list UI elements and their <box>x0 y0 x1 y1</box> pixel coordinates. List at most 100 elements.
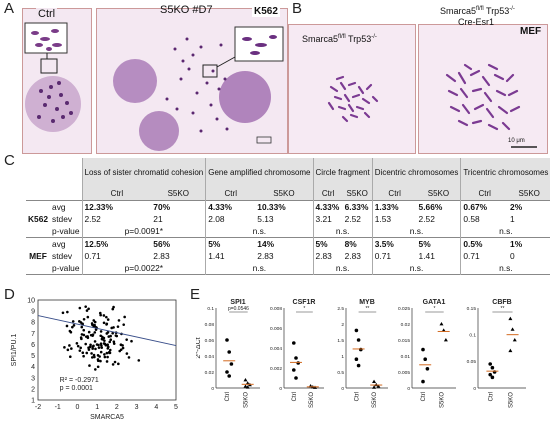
data-point <box>82 317 86 321</box>
group-label: S5KO <box>309 392 315 408</box>
r2-annotation: R² = -0.2971 <box>60 377 99 384</box>
data-point <box>108 351 112 355</box>
mef-control-image <box>289 25 415 153</box>
y-tick-label: 0.002 <box>270 366 282 372</box>
p-value-label: ** <box>501 306 505 312</box>
pvalue-cell: n.s. <box>371 262 461 275</box>
data-point <box>94 347 97 351</box>
data-point <box>68 344 71 347</box>
subheader-cell: S5KO <box>416 188 461 201</box>
data-point <box>82 328 86 332</box>
mef-ko-image <box>419 25 547 153</box>
genotype-allele2: -/- <box>509 6 515 12</box>
data-point <box>98 311 102 315</box>
data-point <box>111 331 114 335</box>
table-row: K562 avg 12.33% 70% 4.33% 10.33% 4.33% 6.33… <box>26 200 550 224</box>
data-point <box>85 351 89 355</box>
data-point <box>103 353 106 356</box>
y-tick-label: 0.01 <box>401 354 411 360</box>
y-tick-label: 0.08 <box>205 322 215 328</box>
genotype-gene2: Trp53 <box>345 34 372 44</box>
mef-ko-micrograph <box>418 24 548 154</box>
ctrl-label: Ctrl <box>36 8 58 20</box>
table-row: stdev 2.52 21 2.08 5.13 3.21 2.52 1.53 2.52 … <box>26 213 550 225</box>
x-tick-label: -1 <box>55 404 61 411</box>
data-point <box>102 336 106 340</box>
data-point <box>87 330 91 334</box>
subheader-cell: Ctrl <box>460 188 509 201</box>
y-tick-label: 0.02 <box>401 322 411 328</box>
data-point <box>490 375 495 380</box>
y-tick-label: 0.1 <box>207 306 214 312</box>
data-point <box>102 314 106 317</box>
data-point <box>90 352 93 355</box>
y-tick-label: 0.06 <box>205 338 215 344</box>
y-tick-label: 0.004 <box>270 346 282 352</box>
data-point <box>84 342 87 346</box>
pvalue-cell: p=0.0091* <box>81 225 206 238</box>
data-point <box>94 328 98 331</box>
table-cell: 12.5% <box>81 237 152 250</box>
genotype-allele2: -/- <box>371 34 377 40</box>
data-point <box>130 339 133 343</box>
table-cell: 1.33% <box>371 200 417 213</box>
data-point <box>107 335 111 338</box>
table-cell: 2.52 <box>81 213 152 225</box>
data-point <box>508 316 513 321</box>
data-point <box>106 318 110 321</box>
genotype-allele: fl/fl <box>476 6 484 12</box>
table-cell: 10.33% <box>257 202 286 212</box>
mef-control-genotype: Smarca5fl/fl Trp53-/- <box>302 34 377 44</box>
table-row: stdev 0.71 2.83 1.41 2.83 2.83 2.83 0.71 1.4… <box>26 250 550 262</box>
data-point <box>100 344 103 347</box>
data-point <box>512 338 517 342</box>
data-point <box>225 370 229 374</box>
table-cell: 70% <box>153 202 171 212</box>
data-point <box>108 340 112 344</box>
ctrl-micrograph <box>22 8 92 154</box>
data-point <box>508 348 513 353</box>
data-point <box>376 384 381 388</box>
data-point <box>87 307 90 311</box>
y-tick-label: 0.006 <box>270 326 282 332</box>
data-point <box>294 376 298 380</box>
table-cell: 2% <box>510 202 523 212</box>
table-cell: 6.33% <box>344 202 369 212</box>
data-point <box>93 320 97 324</box>
subheader-cell: S5KO <box>255 188 314 201</box>
data-point <box>125 352 129 355</box>
data-point <box>92 353 96 357</box>
data-point <box>87 346 90 349</box>
y-tick-label: 5 <box>31 353 35 360</box>
data-point <box>78 349 82 352</box>
table-cell: 0 <box>510 251 515 261</box>
data-point <box>227 350 231 354</box>
s5ko-micrograph <box>96 8 288 154</box>
table-cell: 5% <box>418 239 431 249</box>
data-point <box>78 306 82 310</box>
header-cell: Circle fragment <box>312 158 373 188</box>
table-cell: 0.71 <box>460 250 509 262</box>
genotype-cre: Cre-Esr1 <box>458 17 495 27</box>
data-point <box>117 319 121 322</box>
x-tick-label: 0 <box>75 404 79 411</box>
data-point <box>96 358 100 361</box>
data-point <box>79 336 83 339</box>
y-tick-label: 8 <box>31 320 35 327</box>
data-point <box>103 339 106 342</box>
y-tick-label: 1.5 <box>337 338 344 344</box>
data-point <box>356 363 361 368</box>
data-point <box>122 323 126 326</box>
data-point <box>296 361 300 365</box>
data-point <box>82 354 85 358</box>
gene-label: SPI1 <box>230 299 245 306</box>
data-point <box>121 346 125 350</box>
data-point <box>100 346 104 349</box>
data-point <box>116 325 120 328</box>
data-point <box>99 313 102 317</box>
y-tick-label: 0.02 <box>205 370 215 376</box>
genotype-gene: Smarca5 <box>440 6 477 16</box>
y-tick-label: 0 <box>473 386 476 392</box>
data-point <box>105 360 109 363</box>
gene-label: CBFB <box>492 299 511 306</box>
